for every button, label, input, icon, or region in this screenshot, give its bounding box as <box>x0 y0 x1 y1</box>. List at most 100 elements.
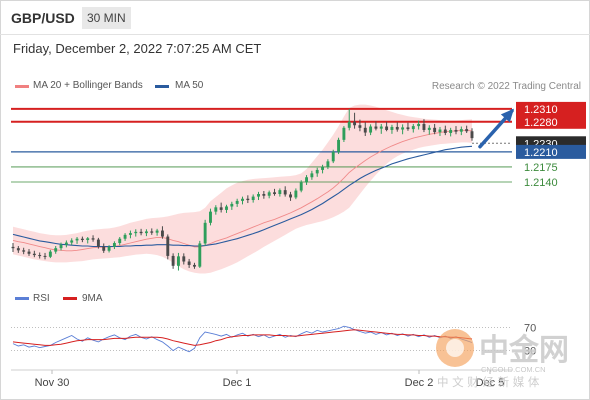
candle-body <box>139 231 143 234</box>
candle-body <box>337 139 341 152</box>
candle-body <box>198 243 202 267</box>
candle-body <box>310 173 314 178</box>
candle-body <box>465 129 469 132</box>
candle-body <box>299 182 303 191</box>
candles-layer <box>11 108 474 271</box>
candle-body <box>342 127 346 140</box>
price-label-1.2140: 1.2140 <box>524 177 558 189</box>
ma-bands-legend: MA 20 + Bollinger Bands <box>33 80 143 91</box>
watermark-logo-inner <box>446 339 464 357</box>
candle-body <box>363 127 367 133</box>
price-tag-1.2280 <box>516 114 586 129</box>
rsi-level-label-70: 70 <box>524 322 536 334</box>
chart-datetime: Friday, December 2, 2022 7:07:25 AM CET <box>13 41 262 56</box>
price-tag-1.2310 <box>516 101 586 116</box>
candle-body <box>267 192 271 196</box>
ma9-legend: 9MA <box>82 293 103 304</box>
candle-body <box>395 126 399 130</box>
candle-body <box>294 190 298 198</box>
chart-header: GBP/USD 30 MIN <box>0 0 590 35</box>
forecast-arrow-head <box>500 108 514 123</box>
candle-body <box>470 131 474 139</box>
x-axis-layer: Nov 30 Dec 1 Dec 2 Dec 5 <box>11 369 512 389</box>
candle-body <box>193 264 196 267</box>
timeframe-badge[interactable]: 30 MIN <box>82 7 131 29</box>
candle-body <box>59 244 63 249</box>
candle-body <box>96 239 100 247</box>
rsi-ma9-line <box>12 329 473 346</box>
ma9-swatch <box>63 297 77 300</box>
candle-body <box>91 238 95 240</box>
candle-body <box>353 121 357 126</box>
candle-body <box>112 243 116 247</box>
candle-body <box>411 126 415 130</box>
candle-body <box>241 198 244 201</box>
candle-body <box>438 129 442 133</box>
candle-body <box>257 194 260 197</box>
level-lines-layer <box>11 107 512 183</box>
candle-body <box>283 190 287 195</box>
candle-body <box>118 238 122 244</box>
candle-body <box>427 127 431 130</box>
rsi-level-label-30: 30 <box>524 346 536 358</box>
candle-body <box>379 126 383 129</box>
price-tag-1.2210 <box>516 144 586 159</box>
candle-body <box>443 129 447 133</box>
candle-body <box>187 261 191 265</box>
x-tick-label-1: Dec 1 <box>223 377 252 389</box>
candle-body <box>171 255 175 266</box>
price-label-1.2210: 1.2210 <box>524 147 558 159</box>
candle-body <box>70 240 74 243</box>
candle-body <box>374 126 378 129</box>
candle-body <box>123 234 127 239</box>
candle-body <box>102 246 106 251</box>
research-credit: Research © 2022 Trading Central <box>431 81 581 92</box>
ma50-legend: MA 50 <box>175 80 204 91</box>
candle-body <box>32 253 36 256</box>
candle-body <box>246 198 250 201</box>
forecast-arrow-layer <box>478 108 514 149</box>
bollinger-band-layer <box>13 104 472 274</box>
ma50-swatch <box>155 85 169 88</box>
symbol-title: GBP/USD <box>11 10 75 26</box>
candle-body <box>166 236 170 256</box>
moving-average-layer <box>12 129 473 252</box>
candle-body <box>422 123 426 130</box>
candle-body <box>262 194 266 196</box>
candle-body <box>107 246 111 251</box>
candle-body <box>150 231 154 233</box>
rsi-swatch <box>15 297 29 300</box>
candle-body <box>417 123 421 127</box>
candle-body <box>235 200 239 204</box>
x-tick-label-3: Dec 5 <box>476 377 505 389</box>
candle-body <box>289 194 292 198</box>
candle-body <box>177 256 180 266</box>
rsi-legend: RSI <box>33 293 50 304</box>
candle-body <box>219 207 223 210</box>
candle-body <box>390 126 394 130</box>
candle-body <box>128 233 132 235</box>
candle-body <box>80 238 84 241</box>
candle-body <box>182 256 186 262</box>
candle-body <box>347 121 351 128</box>
candle-body <box>454 129 458 132</box>
candle-body <box>331 151 335 162</box>
candle-body <box>75 238 79 241</box>
candle-body <box>16 248 20 251</box>
candle-body <box>251 196 255 201</box>
bollinger-band-fill <box>13 104 472 274</box>
candle-body <box>385 126 389 130</box>
candle-body <box>64 242 68 245</box>
candle-body <box>369 126 373 133</box>
candle-body <box>230 203 234 207</box>
candle-body <box>459 129 463 132</box>
candle-body <box>278 190 282 195</box>
candle-body <box>273 192 276 195</box>
candle-body <box>401 127 405 130</box>
ma-bands-swatch <box>15 85 29 88</box>
rsi-layer: 70 30 <box>11 322 536 358</box>
candle-body <box>433 127 437 133</box>
candle-body <box>27 251 31 254</box>
candle-body <box>406 127 410 130</box>
